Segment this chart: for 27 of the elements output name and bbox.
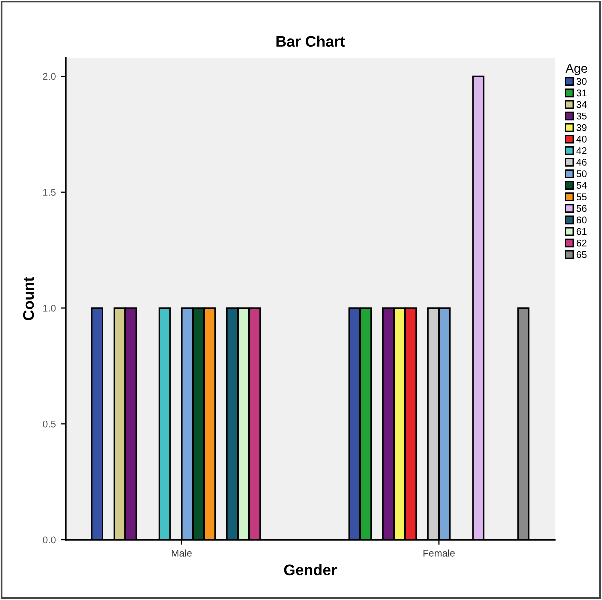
legend-label: 31 (576, 90, 587, 97)
legend-label: 55 (576, 194, 587, 201)
legend-label: 50 (576, 170, 587, 178)
legend-label: 65 (576, 251, 587, 258)
legend-label: 42 (576, 147, 587, 154)
legend-title: Age (566, 64, 588, 76)
chart-title: Bar Chart (276, 36, 346, 48)
x-tick-label: Male (172, 550, 192, 557)
y-tick-label: 0.5 (43, 420, 56, 428)
y-tick-label: 1.0 (44, 305, 56, 312)
legend-label: 62 (576, 240, 587, 247)
y-tick-label: 1.5 (44, 189, 56, 196)
legend-label: 35 (576, 112, 587, 120)
legend-label: 30 (576, 78, 587, 86)
y-axis-title: Count (23, 277, 34, 320)
legend-label: 60 (576, 216, 587, 224)
x-tick-label: Female (424, 550, 455, 557)
legend-label: 46 (576, 159, 587, 166)
legend-label: 56 (576, 205, 587, 212)
legend-label: 39 (576, 124, 587, 132)
x-axis-title: Gender (284, 564, 338, 576)
y-tick-label: 2.0 (43, 73, 56, 80)
y-tick-label: 0.0 (43, 536, 56, 544)
legend-label: 40 (576, 136, 587, 143)
legend-label: 34 (576, 101, 587, 108)
legend-label: 54 (576, 182, 587, 190)
legend-label: 61 (576, 228, 587, 236)
